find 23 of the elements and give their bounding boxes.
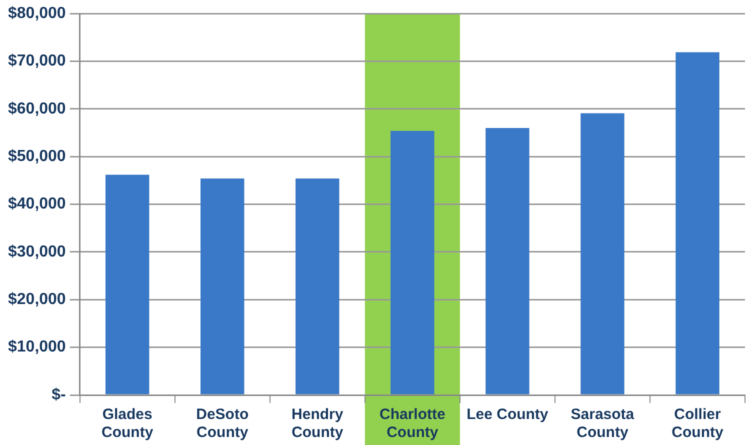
x-tick-label: Hendry County <box>292 406 344 442</box>
y-tick-label: $40,000 <box>8 196 66 213</box>
bar <box>390 130 434 394</box>
bar <box>486 128 530 394</box>
y-tick-label: $20,000 <box>8 291 66 308</box>
y-tick-label: $80,000 <box>8 5 66 22</box>
x-tick-label: Charlotte County <box>379 406 446 442</box>
bar <box>676 52 720 394</box>
bar <box>105 174 150 394</box>
y-tick-label: $50,000 <box>8 148 66 166</box>
x-tick-label: Lee County <box>466 406 549 424</box>
x-tick-label: Collier County <box>672 406 724 442</box>
y-tick-label: $- <box>52 386 66 404</box>
x-tick-label: Sarasota County <box>570 406 635 442</box>
x-tick-label: Glades County <box>102 406 154 442</box>
y-tick-label: $10,000 <box>8 338 66 356</box>
y-tick-label: $60,000 <box>8 100 66 118</box>
x-tick-label: DeSoto County <box>196 406 249 442</box>
bar <box>200 178 244 394</box>
bar <box>580 113 624 394</box>
bar <box>296 178 340 394</box>
y-tick-label: $70,000 <box>8 52 66 70</box>
y-tick-label: $30,000 <box>8 243 66 260</box>
